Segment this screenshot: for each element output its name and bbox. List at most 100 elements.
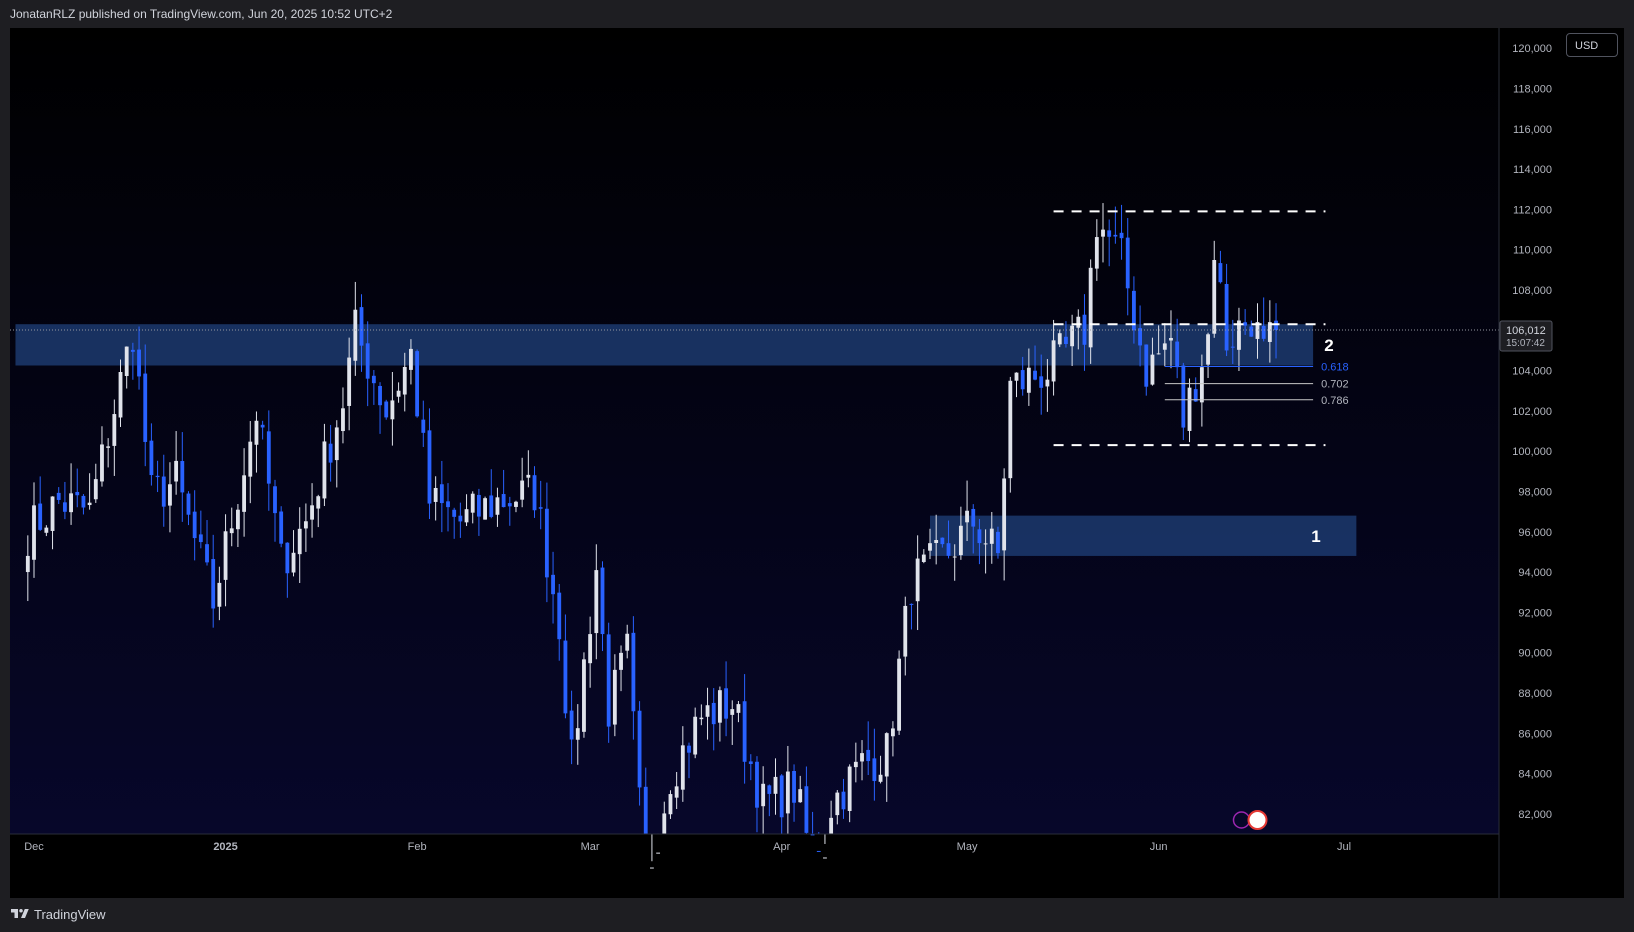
candle-body bbox=[847, 766, 852, 811]
candle-body bbox=[310, 505, 314, 520]
candle-body bbox=[409, 348, 413, 370]
candle-body bbox=[495, 497, 500, 515]
zone-label-2: 2 bbox=[1324, 336, 1333, 355]
zone-2[interactable] bbox=[15, 324, 1314, 366]
y-tick-label: 112,000 bbox=[1513, 204, 1552, 216]
last-price-tag[interactable] bbox=[1499, 320, 1553, 352]
candle-body bbox=[390, 400, 395, 420]
candle-body bbox=[983, 543, 988, 545]
candle-body bbox=[952, 556, 957, 558]
candle-body bbox=[1237, 320, 1241, 350]
candle-body bbox=[81, 495, 86, 508]
candle-body bbox=[291, 552, 296, 573]
y-tick-label: 116,000 bbox=[1513, 124, 1552, 136]
candle-body bbox=[538, 507, 543, 509]
candle-body bbox=[755, 761, 759, 808]
candle-body bbox=[1045, 379, 1050, 387]
candle-body bbox=[835, 792, 840, 816]
candle-body bbox=[662, 813, 667, 834]
us-flag-event-icon[interactable] bbox=[1247, 810, 1268, 830]
candle-body bbox=[977, 529, 982, 544]
candle-body bbox=[186, 493, 191, 515]
chart-panel[interactable]: 0.618 0.702 0.786 1 2 82,000 84,000 86,000 88,00… bbox=[10, 28, 1624, 898]
candle-body bbox=[860, 753, 864, 762]
candle-body bbox=[44, 527, 49, 533]
candle-body bbox=[643, 786, 648, 834]
candle-body bbox=[266, 431, 271, 484]
candle-body bbox=[143, 373, 148, 442]
currency-selector[interactable]: USD bbox=[1566, 33, 1618, 57]
candle-body bbox=[476, 494, 481, 517]
candle-body bbox=[890, 728, 895, 737]
candle-body bbox=[798, 789, 803, 803]
candle-body bbox=[446, 501, 450, 508]
candle-body bbox=[928, 543, 932, 551]
candle-body bbox=[1199, 367, 1204, 403]
candle-body bbox=[1039, 376, 1044, 388]
candle-body bbox=[687, 745, 691, 753]
candle-body bbox=[637, 710, 642, 788]
candle-body bbox=[600, 567, 605, 635]
candle-body bbox=[619, 652, 623, 670]
footer-brand[interactable]: TradingView bbox=[34, 907, 106, 922]
y-tick-label: 102,000 bbox=[1512, 406, 1552, 418]
candle-body bbox=[260, 424, 265, 428]
candle-body bbox=[87, 502, 92, 506]
candle-body bbox=[1088, 267, 1093, 348]
candle-body bbox=[612, 669, 617, 725]
y-tick-label: 82,000 bbox=[1518, 809, 1552, 821]
price-axis[interactable] bbox=[1500, 28, 1624, 898]
candle-body bbox=[736, 704, 741, 713]
candle-body bbox=[915, 558, 920, 602]
candle-body bbox=[884, 733, 889, 777]
candle-body bbox=[625, 633, 630, 651]
candle-body bbox=[452, 509, 457, 517]
y-tick-label: 92,000 bbox=[1518, 607, 1552, 619]
candle-body bbox=[909, 603, 914, 605]
candle-body bbox=[25, 555, 30, 573]
candle-body bbox=[137, 349, 141, 377]
candle-body bbox=[1212, 259, 1217, 334]
zone-1[interactable] bbox=[929, 515, 1357, 556]
candle-body bbox=[748, 761, 753, 764]
candle-body bbox=[594, 570, 599, 634]
candle-body bbox=[903, 605, 908, 657]
candle-body bbox=[501, 494, 506, 508]
x-tick-label: Mar bbox=[581, 841, 600, 853]
candle-body bbox=[650, 867, 654, 869]
candle-body bbox=[106, 446, 111, 448]
candle-body bbox=[1162, 343, 1167, 350]
candle-body bbox=[1169, 337, 1173, 341]
candle-body bbox=[785, 771, 790, 814]
candle-body bbox=[996, 531, 1000, 554]
candle-body bbox=[1138, 328, 1143, 346]
y-tick-label: 98,000 bbox=[1518, 486, 1552, 498]
candle-body bbox=[248, 441, 253, 477]
candle-body bbox=[1274, 320, 1278, 331]
candle-body bbox=[965, 510, 969, 523]
candle-body bbox=[526, 474, 531, 478]
candle-body bbox=[680, 745, 685, 790]
candle-body bbox=[100, 444, 104, 482]
candle-body bbox=[1249, 326, 1254, 337]
candle-body bbox=[1243, 322, 1248, 326]
y-tick-label: 88,000 bbox=[1518, 688, 1552, 700]
y-tick-label: 94,000 bbox=[1518, 567, 1552, 579]
candle-body bbox=[328, 443, 333, 463]
candle-body bbox=[853, 761, 858, 768]
candle-body bbox=[378, 385, 382, 406]
y-tick-label: 110,000 bbox=[1513, 245, 1552, 257]
candle-body bbox=[532, 475, 537, 511]
candle-body bbox=[1033, 370, 1037, 380]
y-tick-label: 114,000 bbox=[1513, 164, 1552, 176]
candle-body bbox=[767, 785, 772, 794]
candle-body bbox=[458, 515, 463, 522]
candle-body bbox=[427, 430, 432, 504]
candle-body bbox=[1125, 237, 1130, 289]
candle-body bbox=[971, 508, 976, 527]
candle-body bbox=[872, 758, 877, 782]
price-chart[interactable]: 0.618 0.702 0.786 1 2 82,000 84,000 86,000 88,00… bbox=[10, 28, 1624, 898]
tradingview-logo-icon[interactable] bbox=[10, 907, 30, 921]
attribution-bar: JonatanRLZ published on TradingView.com,… bbox=[0, 0, 1634, 28]
candle-body bbox=[792, 770, 796, 803]
